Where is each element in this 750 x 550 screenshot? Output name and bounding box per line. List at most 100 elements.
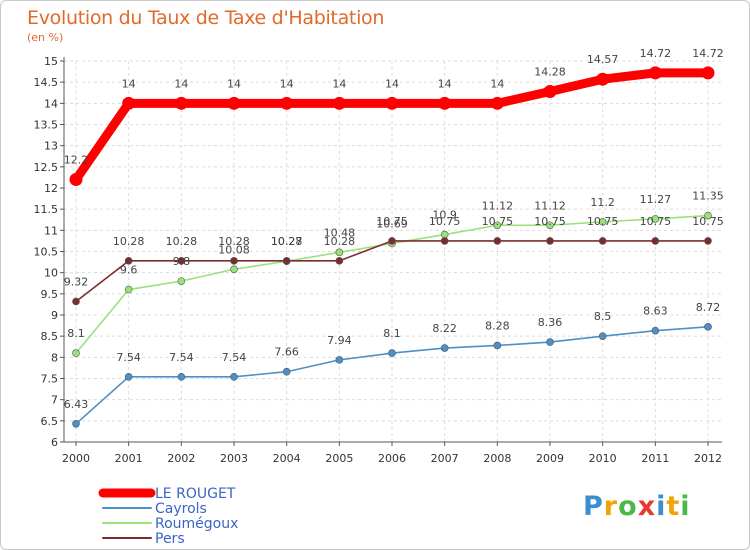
y-tick-labels: 6 6.5 7 7.5 8 8.5 9 9.5 10 10.5 11 11.5 12 12.5 13 13.5… [34, 55, 59, 449]
y-tick-label: 13 [44, 140, 58, 153]
logo-letter: P [583, 491, 604, 522]
legend-label: Cayrols [155, 501, 207, 517]
x-tick-label: 2001 [115, 452, 143, 465]
data-point [490, 96, 504, 110]
data-label: 11.27 [640, 193, 672, 206]
data-label: 10.75 [640, 215, 672, 228]
y-tick-label: 14 [44, 97, 58, 110]
data-label: 10.27 [271, 235, 303, 248]
data-label: 8.5 [594, 310, 612, 323]
data-point [388, 237, 396, 245]
data-label: 9.32 [64, 275, 89, 288]
data-label: 9.8 [173, 255, 191, 268]
legend-label: Roumégoux [155, 516, 238, 532]
data-point [546, 237, 554, 245]
chart-title: Evolution du Taux de Taxe d'Habitation [27, 7, 385, 29]
logo-letter: o [618, 491, 638, 522]
y-tick-label: 11.5 [34, 203, 59, 216]
data-label: 10.28 [271, 235, 303, 248]
data-point [177, 257, 186, 265]
data-label: 9.6 [120, 264, 138, 277]
data-point [122, 96, 136, 110]
y-tick-label: 14.5 [34, 76, 59, 89]
data-point [72, 419, 80, 428]
data-label: 14.72 [640, 47, 672, 60]
data-point [174, 96, 188, 110]
y-tick-label: 8 [51, 351, 58, 364]
logo-letter: i [656, 491, 667, 522]
data-point [72, 349, 80, 357]
y-tick-label: 6.5 [41, 415, 59, 428]
data-point [124, 373, 133, 381]
axes [60, 57, 722, 446]
y-axis-unit: (en %) [27, 31, 64, 44]
data-label: 7.66 [274, 346, 299, 359]
data-point [701, 66, 715, 80]
x-tick-label: 2010 [589, 452, 617, 465]
data-point [227, 96, 241, 110]
data-point [280, 96, 294, 110]
data-label: 8.1 [67, 327, 85, 340]
data-point [546, 221, 554, 230]
x-tick-label: 2006 [378, 452, 406, 465]
data-point [335, 356, 344, 364]
data-label: 10.75 [429, 215, 461, 228]
y-tick-label: 10.5 [34, 246, 59, 259]
y-tick-label: 11 [44, 224, 58, 237]
series-lines [69, 66, 715, 428]
legend-label: LE ROUGET [155, 486, 236, 502]
data-point [332, 96, 346, 110]
x-tick-label: 2009 [536, 452, 564, 465]
data-label: 10.69 [376, 217, 408, 230]
y-tick-label: 15 [44, 55, 58, 68]
data-label: 14 [227, 77, 241, 90]
data-label: 8.72 [696, 301, 721, 314]
x-tick-label: 2008 [483, 452, 511, 465]
data-point [282, 257, 291, 265]
data-label: 14.72 [692, 47, 724, 60]
data-label: 14.57 [587, 53, 619, 66]
data-point [69, 173, 83, 187]
data-label: 14.28 [534, 65, 566, 78]
data-label: 7.54 [222, 351, 247, 364]
data-point [440, 344, 449, 352]
data-point [124, 257, 133, 265]
data-point [230, 373, 238, 381]
data-label: 10.28 [113, 235, 145, 248]
data-label: 8.1 [383, 327, 401, 340]
y-tick-label: 7.5 [41, 373, 59, 386]
x-tick-label: 2000 [62, 452, 90, 465]
data-label: 10.75 [482, 215, 514, 228]
data-labels: 12.2 14 14 14 14 14 14 14 14 14.28 14.57 14.72 14.72… [64, 47, 724, 411]
data-label: 12.2 [64, 154, 89, 167]
data-point [543, 84, 557, 98]
data-label: 7.54 [116, 351, 141, 364]
data-point [438, 96, 452, 110]
data-label: 11.35 [692, 190, 724, 203]
data-point [335, 248, 344, 257]
data-label: 8.63 [643, 305, 668, 318]
data-label: 10.75 [587, 215, 619, 228]
data-label: 10.28 [218, 235, 250, 248]
x-tick-label: 2007 [431, 452, 459, 465]
data-label: 10.08 [218, 243, 250, 256]
data-point [493, 237, 502, 245]
y-tick-label: 12 [44, 182, 58, 195]
data-point [440, 230, 449, 239]
data-label: 14 [122, 77, 136, 90]
data-point [177, 277, 186, 285]
data-point [230, 257, 238, 265]
x-tick-label: 2003 [220, 452, 248, 465]
data-point [493, 221, 502, 230]
data-label: 14 [438, 77, 452, 90]
data-label: 10.9 [432, 209, 457, 222]
data-label: 11.2 [590, 196, 615, 209]
x-tick-label: 2011 [641, 452, 669, 465]
data-point [648, 66, 662, 80]
x-tick-label: 2004 [273, 452, 301, 465]
data-point [598, 218, 607, 226]
data-label: 6.43 [64, 398, 89, 411]
